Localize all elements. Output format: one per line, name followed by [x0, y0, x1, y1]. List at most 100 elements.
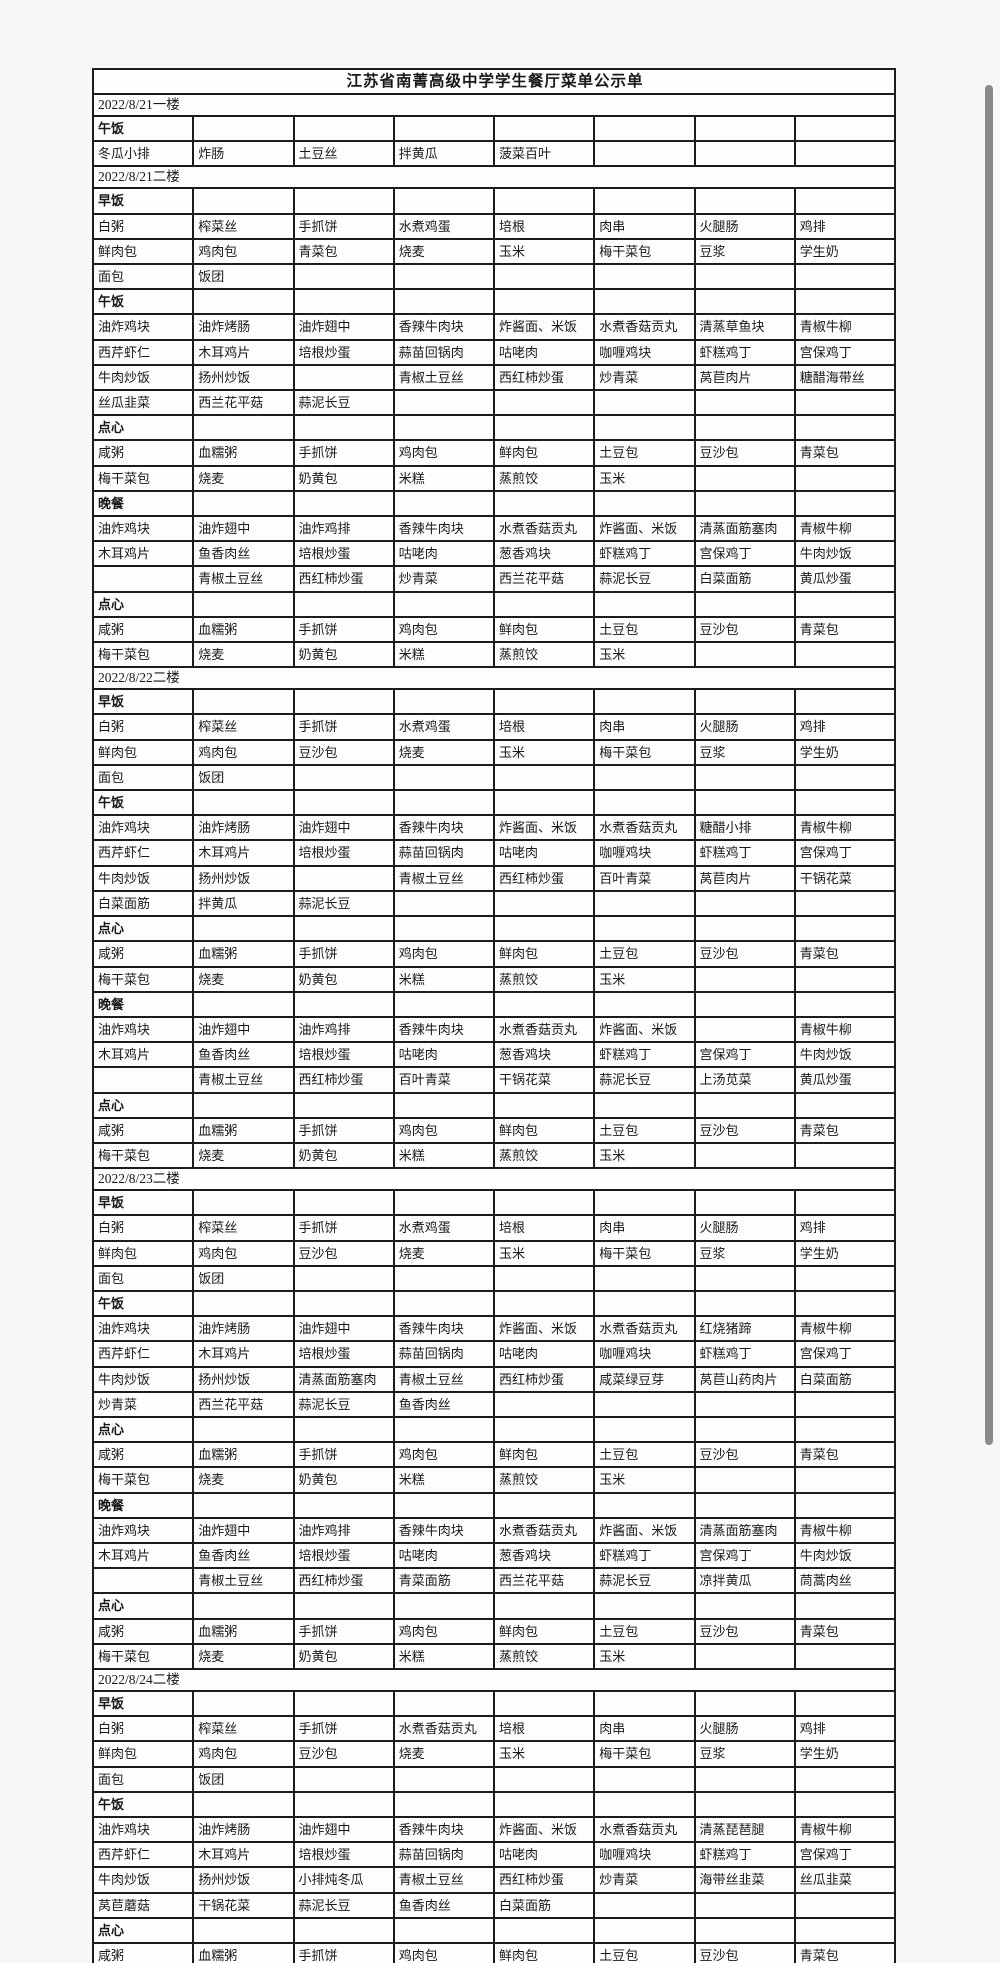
dish-cell: 梅干菜包	[593, 1740, 696, 1768]
empty-cell	[793, 288, 897, 316]
dish-cell: 手抓饼	[292, 1214, 395, 1242]
dish-cell: 西兰花平菇	[192, 389, 295, 417]
dish-cell: 手抓饼	[292, 713, 395, 741]
dish-cell: 手抓饼	[292, 212, 395, 240]
empty-cell	[693, 590, 796, 618]
empty-cell	[593, 1891, 696, 1919]
dish-cell: 清蒸琵琶腿	[693, 1815, 796, 1844]
dish-cell: 鲜肉包	[492, 1116, 596, 1144]
empty-cell	[793, 263, 897, 291]
dish-cell: 香辣牛肉块	[392, 1315, 496, 1343]
dish-cell: 油炸烤肠	[192, 1315, 295, 1343]
dish-row: 冬瓜小排 炸肠 土豆丝 拌黄瓜 菠菜百叶	[91, 140, 897, 168]
dish-cell: 青椒土豆丝	[392, 1866, 496, 1894]
dish-cell: 咕咾肉	[492, 839, 596, 867]
dish-cell: 扬州炒饭	[192, 864, 295, 892]
dish-cell: 香辣牛肉块	[392, 1815, 496, 1844]
dish-cell: 学生奶	[793, 1740, 897, 1768]
empty-cell	[392, 1765, 496, 1793]
empty-cell	[593, 114, 696, 143]
empty-cell	[693, 1466, 796, 1494]
empty-cell	[693, 789, 796, 817]
empty-cell	[392, 489, 496, 518]
dish-cell: 干锅花菜	[192, 1891, 295, 1919]
empty-cell	[793, 389, 897, 417]
dish-cell: 米糕	[392, 641, 496, 669]
dish-row: 油炸鸡块 油炸烤肠 油炸翅中 香辣牛肉块 炸酱面、米饭 水煮香菇贡丸 清蒸琵琶腿 青椒牛柳	[91, 1815, 897, 1844]
meal-header-row: 点心	[91, 1592, 897, 1620]
dish-cell: 凉拌黄瓜	[693, 1567, 796, 1595]
dish-cell: 青菜包	[292, 237, 395, 266]
dish-cell: 玉米	[492, 738, 596, 766]
dish-cell: 宫保鸡丁	[793, 338, 897, 366]
empty-cell	[492, 1091, 596, 1119]
empty-cell	[693, 1765, 796, 1793]
dish-cell: 干锅花菜	[492, 1066, 596, 1094]
empty-cell	[292, 1592, 395, 1620]
dish-cell: 豆沙包	[693, 1116, 796, 1144]
empty-cell	[392, 288, 496, 316]
empty-cell	[693, 965, 796, 993]
empty-cell	[593, 1592, 696, 1620]
dish-cell: 鸡肉包	[192, 1239, 295, 1267]
empty-cell	[593, 1390, 696, 1418]
dish-cell: 烧麦	[392, 738, 496, 766]
dish-cell: 血糯粥	[192, 1617, 295, 1645]
dish-cell: 青椒牛柳	[793, 1815, 897, 1844]
dish-cell: 虾糕鸡丁	[693, 338, 796, 366]
meal-header-row: 点心	[91, 414, 897, 442]
dish-cell: 蒜苗回锅肉	[392, 1841, 496, 1869]
dish-cell: 鲜肉包	[492, 1617, 596, 1645]
dish-cell: 炒青菜	[593, 363, 696, 392]
dish-row: 油炸鸡块 油炸翅中 油炸鸡排 香辣牛肉块 水煮香菇贡丸 炸酱面、米饭 清蒸面筋塞肉 青椒牛柳	[91, 515, 897, 543]
empty-cell	[793, 414, 897, 442]
dish-cell: 宫保鸡丁	[793, 1841, 897, 1869]
dish-cell: 莴苣肉片	[693, 864, 796, 892]
empty-cell	[492, 1916, 596, 1945]
dish-cell: 咸粥	[91, 615, 195, 644]
meal-header-row: 午饭	[91, 1289, 897, 1318]
date-row: 2022/8/24二楼	[92, 1667, 896, 1692]
dish-cell: 血糯粥	[192, 439, 295, 467]
dish-cell: 玉米	[492, 1239, 596, 1267]
empty-cell	[292, 915, 395, 943]
dish-row: 炒青菜 西兰花平菇 蒜泥长豆 鱼香肉丝	[91, 1390, 897, 1418]
dish-cell: 清蒸面筋塞肉	[292, 1365, 395, 1393]
dish-cell: 豆浆	[693, 237, 796, 266]
empty-cell	[392, 590, 496, 618]
dish-cell: 小排炖冬瓜	[292, 1866, 395, 1894]
dish-cell: 蒜泥长豆	[292, 889, 395, 918]
dish-cell: 咕咾肉	[392, 1041, 496, 1069]
dish-row: 西芹虾仁 木耳鸡片 培根炒蛋 蒜苗回锅肉 咕咾肉 咖喱鸡块 虾糕鸡丁 宫保鸡丁	[91, 1340, 897, 1368]
dish-cell: 鲜肉包	[91, 738, 195, 766]
scrollbar-thumb[interactable]	[985, 85, 993, 1445]
empty-cell	[793, 1765, 897, 1793]
dish-cell: 白菜面筋	[693, 565, 796, 593]
dish-cell: 土豆包	[593, 615, 696, 644]
dish-cell: 鸡肉包	[392, 439, 496, 467]
dish-row: 梅干菜包 烧麦 奶黄包 米糕 蒸煎饺 玉米	[91, 1141, 897, 1170]
dish-cell: 培根炒蛋	[292, 1841, 395, 1869]
meal-header-row: 点心	[91, 915, 897, 943]
empty-cell	[292, 590, 395, 618]
empty-cell	[392, 1415, 496, 1444]
dish-cell: 木耳鸡片	[91, 540, 195, 568]
dish-row: 油炸鸡块 油炸烤肠 油炸翅中 香辣牛肉块 炸酱面、米饭 水煮香菇贡丸 红烧猪蹄 青椒牛柳	[91, 1315, 897, 1343]
dish-cell: 土豆丝	[292, 140, 395, 168]
dish-cell: 丝瓜韭菜	[793, 1866, 897, 1894]
meal-label: 早饭	[91, 1189, 195, 1217]
dish-cell: 白粥	[91, 1715, 195, 1743]
empty-cell	[192, 1415, 295, 1444]
empty-cell	[192, 414, 295, 442]
dish-cell: 宫保鸡丁	[793, 839, 897, 867]
empty-cell	[793, 489, 897, 518]
dish-cell: 油炸翅中	[192, 515, 295, 543]
dish-cell: 油炸鸡块	[91, 1815, 195, 1844]
dish-row: 木耳鸡片 鱼香肉丝 培根炒蛋 咕咾肉 葱香鸡块 虾糕鸡丁 宫保鸡丁 牛肉炒饭	[91, 540, 897, 568]
dish-cell: 牛肉炒饭	[793, 1541, 897, 1570]
empty-cell	[793, 1189, 897, 1217]
dish-cell: 西兰花平菇	[492, 1567, 596, 1595]
dish-cell: 土豆包	[593, 1116, 696, 1144]
empty-cell	[492, 263, 596, 291]
dish-cell: 血糯粥	[192, 615, 295, 644]
